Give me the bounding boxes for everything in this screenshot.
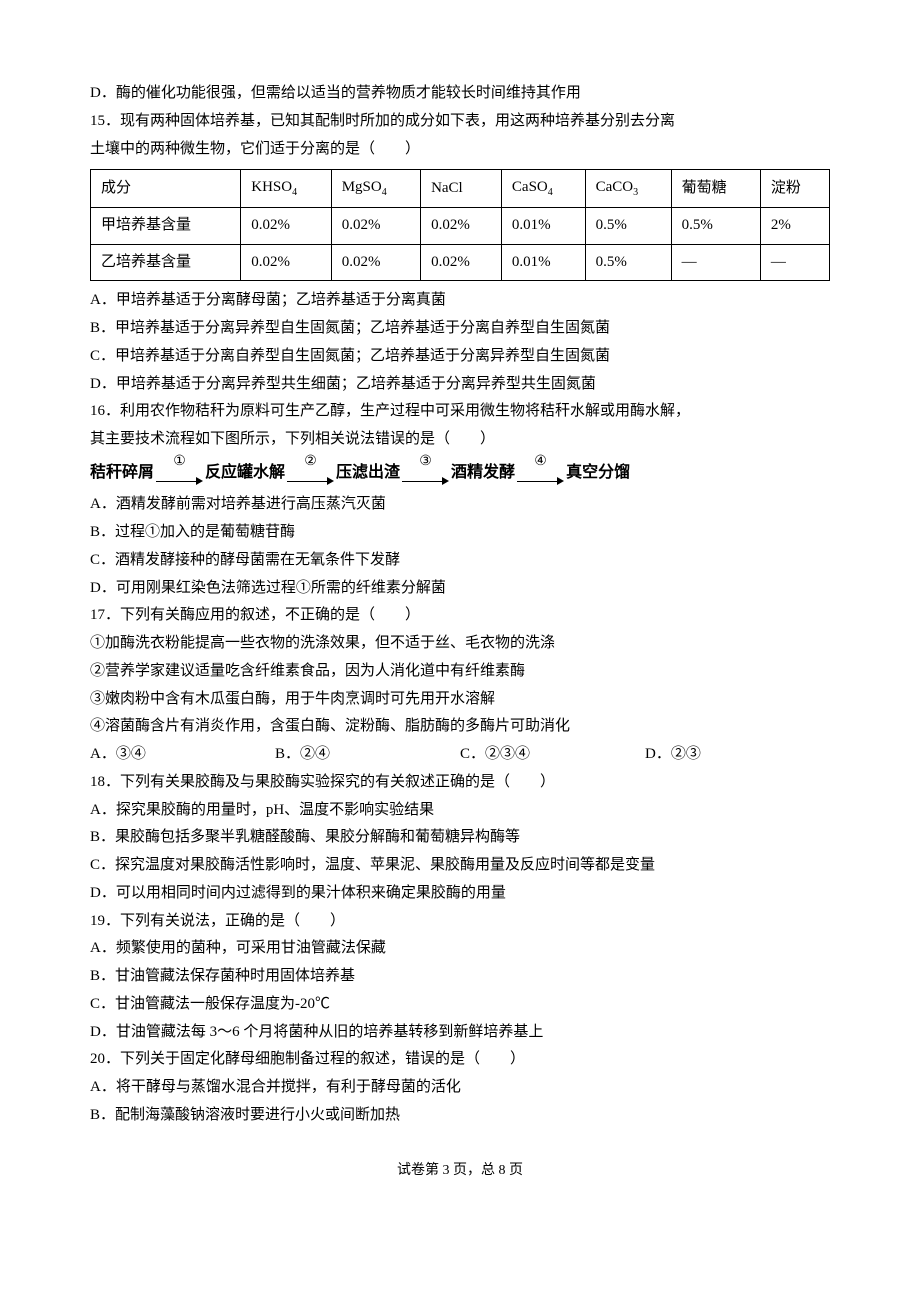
table-row: 甲培养基含量 0.02% 0.02% 0.02% 0.01% 0.5% 0.5%…	[91, 207, 830, 244]
q18-option-c: C．探究温度对果胶酶活性影响时，温度、苹果泥、果胶酶用量及反应时间等都是变量	[90, 852, 830, 880]
flow-node: 秸秆碎屑	[90, 458, 154, 488]
header-cell: CaSO4	[501, 170, 585, 208]
q17-item-1: ①加酶洗衣粉能提高一些衣物的洗涤效果，但不适于丝、毛衣物的洗涤	[90, 630, 830, 658]
page-footer: 试卷第 3 页，总 8 页	[90, 1158, 830, 1184]
q17-options: A．③④ B．②④ C．②③④ D．②③	[90, 741, 830, 769]
cell: 0.02%	[241, 244, 331, 281]
cell: 0.02%	[421, 207, 502, 244]
q15-option-a: A．甲培养基适于分离酵母菌；乙培养基适于分离真菌	[90, 287, 830, 315]
cell: 乙培养基含量	[91, 244, 241, 281]
flow-node: 真空分馏	[566, 458, 630, 488]
table-header-row: 成分 KHSO4 MgSO4 NaCl CaSO4 CaCO3 葡萄糖 淀粉	[91, 170, 830, 208]
cell: 2%	[760, 207, 829, 244]
cell: 0.01%	[501, 244, 585, 281]
arrow-label: ④	[534, 449, 547, 475]
q16-stem-line1: 16．利用农作物秸秆为原料可生产乙醇，生产过程中可采用微生物将秸秆水解或用酶水解…	[90, 398, 830, 426]
q16-option-c: C．酒精发酵接种的酵母菌需在无氧条件下发酵	[90, 547, 830, 575]
q15-stem-line2: 土壤中的两种微生物，它们适于分离的是（ ）	[90, 136, 830, 164]
flow-arrow: ②	[287, 460, 334, 486]
q18-stem: 18．下列有关果胶酶及与果胶酶实验探究的有关叙述正确的是（ ）	[90, 769, 830, 797]
cell: 0.02%	[331, 244, 420, 281]
cell: 0.02%	[241, 207, 331, 244]
table-row: 乙培养基含量 0.02% 0.02% 0.02% 0.01% 0.5% — —	[91, 244, 830, 281]
q18-option-d: D．可以用相同时间内过滤得到的果汁体积来确定果胶酶的用量	[90, 880, 830, 908]
q15-table: 成分 KHSO4 MgSO4 NaCl CaSO4 CaCO3 葡萄糖 淀粉 甲…	[90, 169, 830, 281]
q19-stem: 19．下列有关说法，正确的是（ ）	[90, 908, 830, 936]
q15-stem-line1: 15．现有两种固体培养基，已知其配制时所加的成分如下表，用这两种培养基分别去分离	[90, 108, 830, 136]
header-cell: 成分	[91, 170, 241, 208]
q17-option-b: B．②④	[275, 741, 460, 769]
q17-option-d: D．②③	[645, 741, 830, 769]
q16-option-a: A．酒精发酵前需对培养基进行高压蒸汽灭菌	[90, 491, 830, 519]
flow-arrow: ③	[402, 460, 449, 486]
arrow-label: ②	[304, 449, 317, 475]
q15-option-b: B．甲培养基适于分离异养型自生固氮菌；乙培养基适于分离自养型自生固氮菌	[90, 315, 830, 343]
arrow-label: ③	[419, 449, 432, 475]
q20-stem: 20．下列关于固定化酵母细胞制备过程的叙述，错误的是（ ）	[90, 1046, 830, 1074]
q15-option-c: C．甲培养基适于分离自养型自生固氮菌；乙培养基适于分离异养型自生固氮菌	[90, 343, 830, 371]
flow-node: 压滤出渣	[336, 458, 400, 488]
header-cell: 淀粉	[760, 170, 829, 208]
q18-option-b: B．果胶酶包括多聚半乳糖醛酸酶、果胶分解酶和葡萄糖异构酶等	[90, 824, 830, 852]
q17-item-3: ③嫩肉粉中含有木瓜蛋白酶，用于牛肉烹调时可先用开水溶解	[90, 686, 830, 714]
q17-item-2: ②营养学家建议适量吃含纤维素食品，因为人消化道中有纤维素酶	[90, 658, 830, 686]
q17-option-a: A．③④	[90, 741, 275, 769]
cell: 甲培养基含量	[91, 207, 241, 244]
cell: —	[671, 244, 760, 281]
cell: 0.5%	[585, 207, 671, 244]
q16-option-d: D．可用刚果红染色法筛选过程①所需的纤维素分解菌	[90, 575, 830, 603]
flow-node: 酒精发酵	[451, 458, 515, 488]
header-cell: KHSO4	[241, 170, 331, 208]
q18-option-a: A．探究果胶酶的用量时，pH、温度不影响实验结果	[90, 797, 830, 825]
q14-option-d: D．酶的催化功能很强，但需给以适当的营养物质才能较长时间维持其作用	[90, 80, 830, 108]
cell: 0.02%	[331, 207, 420, 244]
header-cell: 葡萄糖	[671, 170, 760, 208]
header-cell: NaCl	[421, 170, 502, 208]
q17-item-4: ④溶菌酶含片有消炎作用，含蛋白酶、淀粉酶、脂肪酶的多酶片可助消化	[90, 713, 830, 741]
cell: 0.5%	[585, 244, 671, 281]
q17-stem: 17．下列有关酶应用的叙述，不正确的是（ ）	[90, 602, 830, 630]
cell: 0.02%	[421, 244, 502, 281]
cell: 0.01%	[501, 207, 585, 244]
arrow-label: ①	[173, 449, 186, 475]
q16-stem-line2: 其主要技术流程如下图所示，下列相关说法错误的是（ ）	[90, 426, 830, 454]
cell: —	[760, 244, 829, 281]
flow-arrow: ④	[517, 460, 564, 486]
header-cell: CaCO3	[585, 170, 671, 208]
header-cell: MgSO4	[331, 170, 420, 208]
cell: 0.5%	[671, 207, 760, 244]
q20-option-a: A．将干酵母与蒸馏水混合并搅拌，有利于酵母菌的活化	[90, 1074, 830, 1102]
q20-option-b: B．配制海藻酸钠溶液时要进行小火或间断加热	[90, 1102, 830, 1130]
q16-option-b: B．过程①加入的是葡萄糖苷酶	[90, 519, 830, 547]
q17-option-c: C．②③④	[460, 741, 645, 769]
q16-flow-diagram: 秸秆碎屑 ① 反应罐水解 ② 压滤出渣 ③ 酒精发酵 ④ 真空分馏	[90, 454, 830, 492]
q19-option-d: D．甘油管藏法每 3～6 个月将菌种从旧的培养基转移到新鲜培养基上	[90, 1019, 830, 1047]
q19-option-a: A．频繁使用的菌种，可采用甘油管藏法保藏	[90, 935, 830, 963]
flow-arrow: ①	[156, 460, 203, 486]
q19-option-c: C．甘油管藏法一般保存温度为-20℃	[90, 991, 830, 1019]
q19-option-b: B．甘油管藏法保存菌种时用固体培养基	[90, 963, 830, 991]
flow-node: 反应罐水解	[205, 458, 285, 488]
q15-option-d: D．甲培养基适于分离异养型共生细菌；乙培养基适于分离异养型共生固氮菌	[90, 371, 830, 399]
